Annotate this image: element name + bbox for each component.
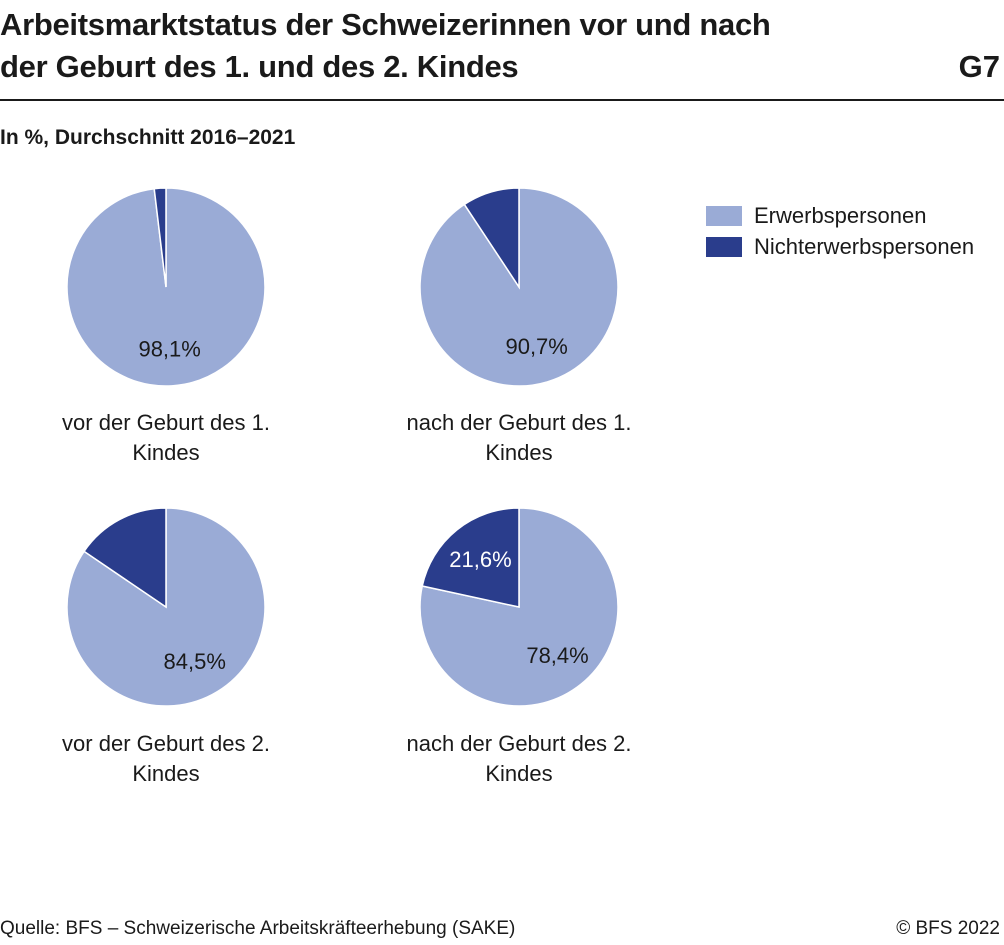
chart-title-line-2: der Geburt des 1. und des 2. Kindes <box>0 49 519 84</box>
pie-3-slice-nichterwerbspersonen <box>83 507 167 609</box>
legend-swatch-nichterwerbspersonen <box>706 236 742 257</box>
pie-4-caption-line-1: nach der Geburt des 2. <box>406 731 631 756</box>
title-divider <box>0 99 1004 101</box>
copyright-note: © BFS 2022 <box>896 918 1000 939</box>
legend-item-erwerbspersonen: Erwerbspersonen <box>706 200 974 231</box>
pie-3-caption-line-1: vor der Geburt des 2. <box>62 731 270 756</box>
pie-3-label-erwerbspersonen: 84,5% <box>164 649 226 674</box>
chart-title: Arbeitsmarktstatus der Schweizerinnen vo… <box>0 4 900 88</box>
legend-label-nichterwerbspersonen: Nichterwerbspersonen <box>754 233 975 259</box>
pie-4-slice-nichterwerbspersonen <box>421 507 520 608</box>
legend: Erwerbspersonen Nichterwerbspersonen <box>706 200 974 262</box>
pie-2-caption-line-2: Kindes <box>485 440 552 465</box>
pie-1-label-erwerbspersonen: 98,1% <box>138 336 200 361</box>
pie-charts: 98,1% vor der Geburt des 1. Kindes 90,7% nac… <box>62 187 632 786</box>
pie-2-slice-nichterwerbspersonen <box>463 187 520 290</box>
legend-item-nichterwerbspersonen: Nichterwerbspersonen <box>706 231 974 262</box>
pie-2-label-erwerbspersonen: 90,7% <box>505 334 567 359</box>
legend-label-erwerbspersonen: Erwerbspersonen <box>754 202 927 228</box>
source-note: Quelle: BFS – Schweizerische Arbeitskräf… <box>0 918 516 939</box>
pie-1-slice-nichterwerbspersonen <box>153 187 167 288</box>
chart-title-line-1: Arbeitsmarktstatus der Schweizerinnen vo… <box>0 7 771 42</box>
pie-3-caption-line-2: Kindes <box>132 761 199 786</box>
pie-4-caption-line-2: Kindes <box>485 761 552 786</box>
pie-4-label-erwerbspersonen: 78,4% <box>526 643 588 668</box>
pie-4-label-nichterwerbspersonen: 21,6% <box>449 547 511 572</box>
chart-subtitle: In %, Durchschnitt 2016–2021 <box>0 126 296 149</box>
pie-1-caption-line-1: vor der Geburt des 1. <box>62 410 270 435</box>
legend-swatch-erwerbspersonen <box>706 205 742 226</box>
chart-code: G7 <box>958 49 1000 84</box>
pie-1-caption-line-2: Kindes <box>132 440 199 465</box>
pie-2-caption-line-1: nach der Geburt des 1. <box>406 410 631 435</box>
